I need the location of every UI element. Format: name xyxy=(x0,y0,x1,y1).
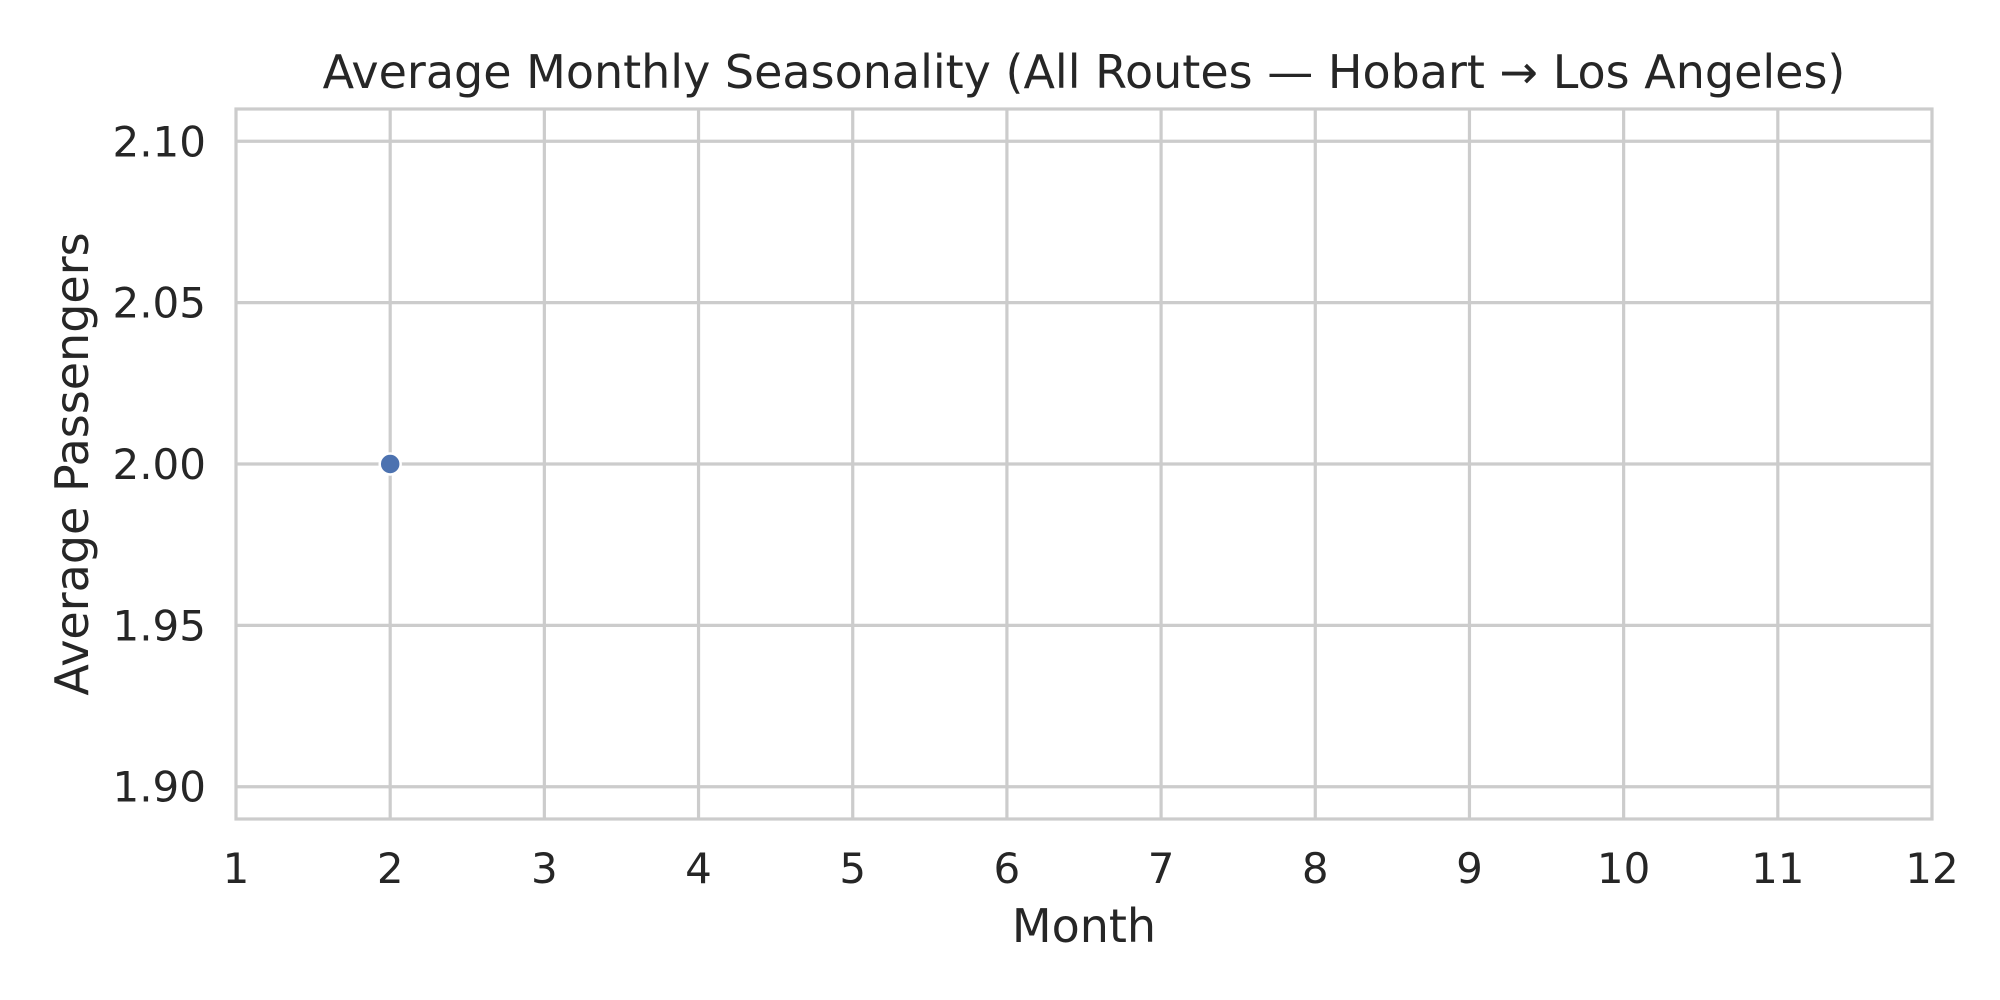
data-points xyxy=(378,452,402,476)
x-tick-label: 6 xyxy=(994,844,1021,893)
x-axis-label: Month xyxy=(1012,899,1156,953)
x-tick-label: 5 xyxy=(839,844,866,893)
axes: 1 2 3 4 5 6 7 8 9 10 11 121.901.952.002.052.10 xyxy=(112,117,1958,893)
x-tick-label: 1 xyxy=(223,844,250,893)
y-axis-label: Average Passengers xyxy=(45,232,99,695)
x-tick-label: 12 xyxy=(1905,844,1958,893)
x-tick-label: 2 xyxy=(377,844,404,893)
x-tick-label: 8 xyxy=(1302,844,1329,893)
x-tick-label: 4 xyxy=(685,844,712,893)
x-tick-label: 9 xyxy=(1456,844,1483,893)
x-tick-label: 7 xyxy=(1148,844,1175,893)
y-tick-label: 1.95 xyxy=(112,601,206,650)
y-tick-label: 2.05 xyxy=(112,279,206,328)
x-tick-label: 3 xyxy=(531,844,558,893)
data-point xyxy=(378,452,402,476)
chart-title: Average Monthly Seasonality (All Routes … xyxy=(323,45,1846,99)
x-tick-label: 11 xyxy=(1751,844,1804,893)
y-tick-label: 2.00 xyxy=(112,440,206,489)
grid-lines xyxy=(236,109,1932,819)
y-tick-label: 2.10 xyxy=(112,117,206,166)
y-tick-label: 1.90 xyxy=(112,763,206,812)
x-tick-label: 10 xyxy=(1597,844,1650,893)
